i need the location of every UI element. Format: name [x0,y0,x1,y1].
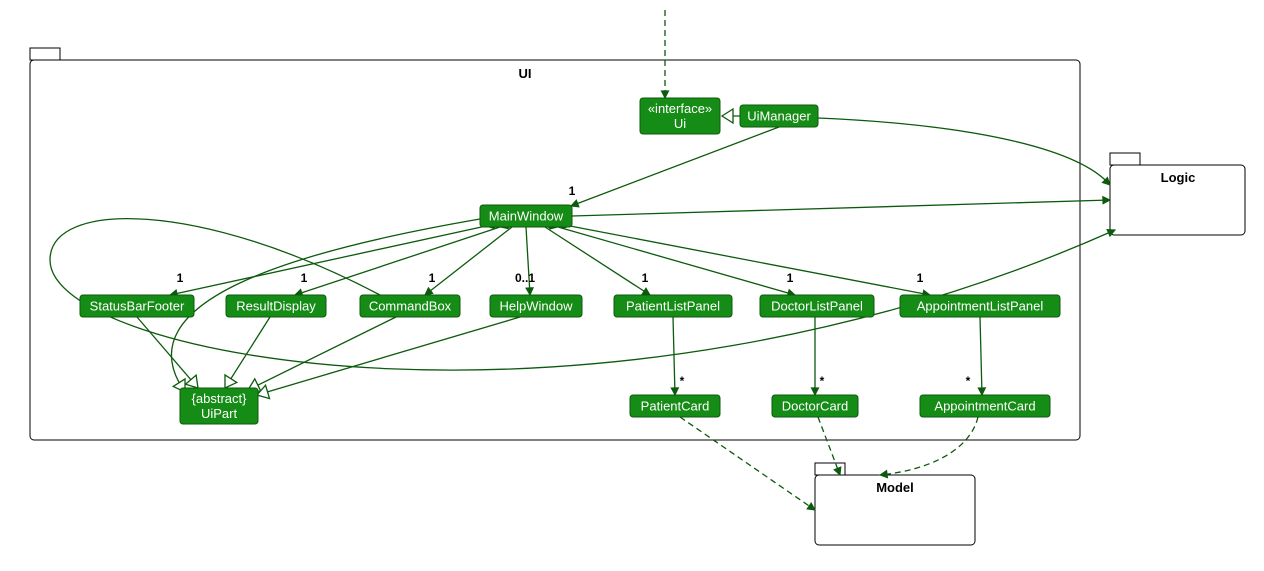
multiplicity-dl_1: 1 [787,271,794,285]
node-label-statusbar-0: StatusBarFooter [90,299,185,314]
node-label-doctorcard-0: DoctorCard [782,399,848,414]
node-label-mainwindow-0: MainWindow [489,209,564,224]
package-label-logic: Logic [1161,170,1196,185]
multiplicity-sb_1: 1 [177,271,184,285]
multiplicity-ac_star: * [966,374,971,388]
multiplicity-al_1: 1 [917,271,924,285]
package-label-model: Model [876,480,914,495]
node-label-uipart-1: UiPart [201,406,238,421]
node-label-patientlist-0: PatientListPanel [626,299,720,314]
multiplicity-pc_star: * [680,374,685,388]
multiplicity-pl_1: 1 [642,271,649,285]
node-label-apptlist-0: AppointmentListPanel [917,299,1044,314]
package-label-ui: UI [519,66,532,81]
node-label-helpwindow-0: HelpWindow [500,299,574,314]
uml-diagram: UI Logic Model 1 1 1 1 0..1 1 1 1 * * * «interface»Ui U… [0,0,1264,571]
multiplicity-hw_01: 0..1 [515,271,535,285]
multiplicity-cb_1: 1 [429,271,436,285]
node-label-uipart-0: {abstract} [192,391,248,406]
node-label-patientcard-0: PatientCard [641,399,710,414]
node-label-ui_if-0: «interface» [648,101,712,116]
node-label-commandbox-0: CommandBox [369,299,452,314]
node-label-resultdisplay-0: ResultDisplay [236,299,316,314]
multiplicity-rd_1: 1 [301,271,308,285]
node-label-doctorlist-0: DoctorListPanel [771,299,863,314]
node-label-ui_if-1: Ui [674,116,686,131]
node-label-apptcard-0: AppointmentCard [934,399,1035,414]
multiplicity-mw_1: 1 [569,184,576,198]
multiplicity-dc_star: * [820,374,825,388]
node-label-uimanager-0: UiManager [747,109,811,124]
